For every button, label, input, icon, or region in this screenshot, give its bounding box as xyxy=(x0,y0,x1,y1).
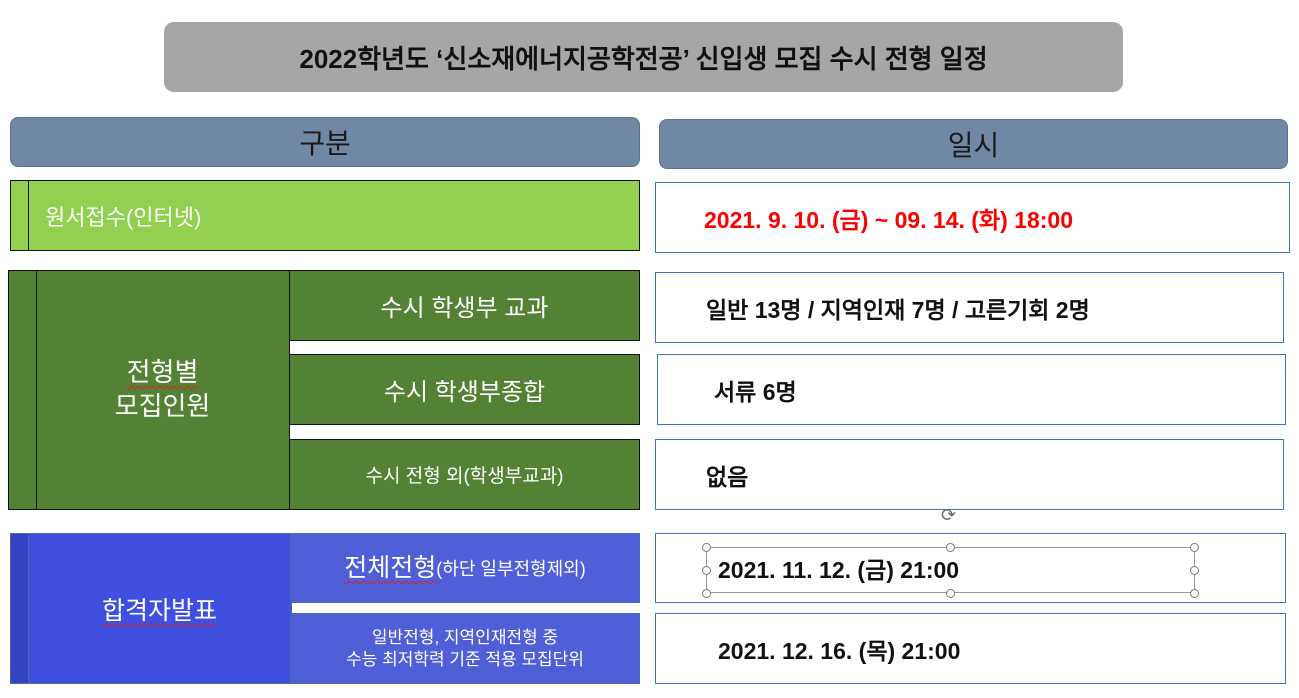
application-label-cell: 원서접수(인터넷) xyxy=(10,180,640,251)
announcement-row-label: 전체전형 (하단 일부전형제외) xyxy=(290,533,640,603)
resize-handle[interactable] xyxy=(1190,543,1199,552)
resize-handle[interactable] xyxy=(1190,566,1199,575)
resize-handle[interactable] xyxy=(702,589,711,598)
resize-handle[interactable] xyxy=(946,543,955,552)
quota-group-cell: 전형별 모집인원 xyxy=(8,270,290,510)
row-strip xyxy=(11,181,29,250)
resize-handle[interactable] xyxy=(702,566,711,575)
header-date: 일시 xyxy=(659,119,1288,169)
application-label: 원서접수(인터넷) xyxy=(45,204,202,230)
announcement-row-label: 일반전형, 지역인재전형 중 수능 최저학력 기준 적용 모집단위 xyxy=(290,613,640,684)
quota-label-line2: 모집인원 xyxy=(114,391,211,421)
announcement-label-main: 전체전형 xyxy=(344,554,437,582)
announcement-label-sub: (하단 일부전형제외) xyxy=(436,559,586,579)
row-strip xyxy=(9,271,37,509)
announcement-row-value: 2021. 12. 16. (목) 21:00 xyxy=(655,613,1286,684)
announcement-label-line2: 수능 최저학력 기준 적용 모집단위 xyxy=(346,649,584,669)
slide-title: 2022학년도 ‘신소재에너지공학전공’ 신입생 모집 수시 전형 일정 xyxy=(164,22,1123,92)
resize-handle[interactable] xyxy=(1190,589,1199,598)
quota-row-label: 수시 학생부종합 xyxy=(289,354,640,425)
quota-row-value: 일반 13명 / 지역인재 7명 / 고른기회 2명 xyxy=(655,272,1284,343)
rotate-handle-icon[interactable]: ⟳ xyxy=(941,505,957,525)
resize-handle[interactable] xyxy=(702,543,711,552)
application-value: 2021. 9. 10. (금) ~ 09. 14. (화) 18:00 xyxy=(655,182,1290,253)
quota-row-label: 수시 전형 외(학생부교과) xyxy=(289,439,640,510)
quota-row-label-text: 수시 학생부종합 xyxy=(383,379,546,406)
announcement-group-cell: 합격자발표 xyxy=(10,533,292,684)
quota-row-value: 서류 6명 xyxy=(657,354,1286,425)
announcement-row-value[interactable]: 2021. 11. 12. (금) 21:00 xyxy=(655,533,1286,603)
quota-row-label: 수시 학생부 교과 xyxy=(289,270,640,341)
quota-label-line1: 전형별 xyxy=(126,357,199,388)
quota-row-value: 없음 xyxy=(655,439,1284,510)
announcement-label-line1: 일반전형, 지역인재전형 중 xyxy=(371,628,559,648)
header-category: 구분 xyxy=(10,117,640,167)
row-strip xyxy=(11,534,29,683)
announcement-label: 합격자발표 xyxy=(101,596,217,625)
resize-handle[interactable] xyxy=(946,589,955,598)
